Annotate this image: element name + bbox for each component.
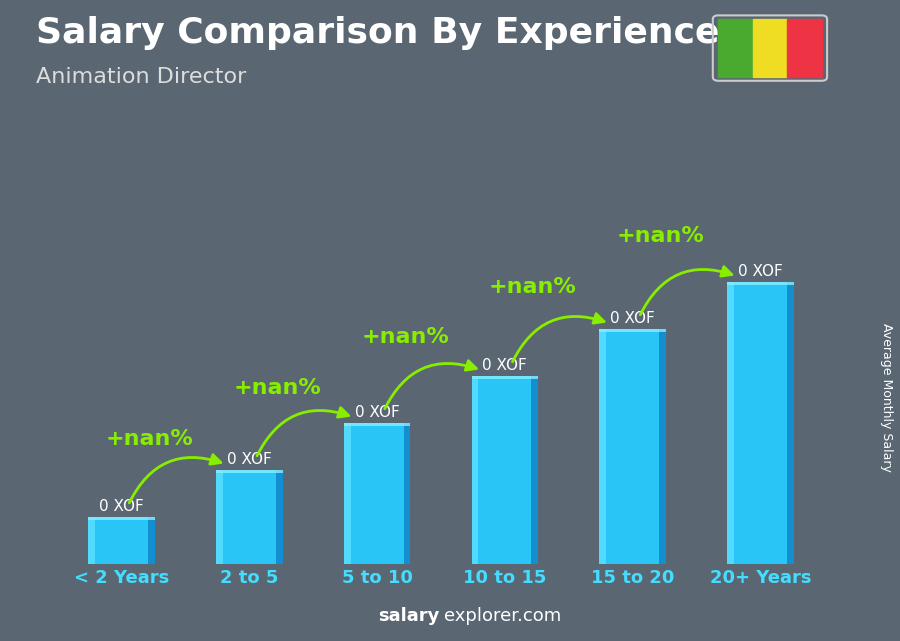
Bar xyxy=(88,517,155,564)
Text: +nan%: +nan% xyxy=(489,277,577,297)
Bar xyxy=(599,329,666,564)
Bar xyxy=(344,423,410,426)
Text: 0 XOF: 0 XOF xyxy=(738,264,783,279)
Bar xyxy=(472,376,538,379)
Bar xyxy=(472,376,538,564)
Bar xyxy=(531,376,538,564)
Bar xyxy=(216,470,223,564)
Bar xyxy=(88,517,155,520)
Text: salary: salary xyxy=(378,607,439,625)
Bar xyxy=(787,282,794,564)
Text: 0 XOF: 0 XOF xyxy=(355,405,400,420)
Bar xyxy=(344,423,351,564)
Bar xyxy=(276,470,283,564)
Bar xyxy=(216,470,283,473)
Text: 0 XOF: 0 XOF xyxy=(610,312,655,326)
Text: +nan%: +nan% xyxy=(362,328,449,347)
Bar xyxy=(404,423,410,564)
Bar xyxy=(659,329,666,564)
Bar xyxy=(344,423,410,564)
Text: 0 XOF: 0 XOF xyxy=(227,453,272,467)
Text: 0 XOF: 0 XOF xyxy=(482,358,527,373)
Text: explorer.com: explorer.com xyxy=(444,607,561,625)
Text: 0 XOF: 0 XOF xyxy=(99,499,144,514)
Text: Average Monthly Salary: Average Monthly Salary xyxy=(880,323,893,472)
Text: +nan%: +nan% xyxy=(234,378,321,398)
Text: +nan%: +nan% xyxy=(106,429,194,449)
Text: Animation Director: Animation Director xyxy=(36,67,247,87)
Text: +nan%: +nan% xyxy=(616,226,705,246)
Bar xyxy=(727,282,794,564)
Bar xyxy=(472,376,478,564)
Bar xyxy=(727,282,734,564)
Bar xyxy=(148,517,155,564)
Bar xyxy=(599,329,666,332)
Bar xyxy=(599,329,606,564)
Bar xyxy=(727,282,794,285)
Bar xyxy=(216,470,283,564)
Bar xyxy=(88,517,95,564)
Text: Salary Comparison By Experience: Salary Comparison By Experience xyxy=(36,16,719,50)
